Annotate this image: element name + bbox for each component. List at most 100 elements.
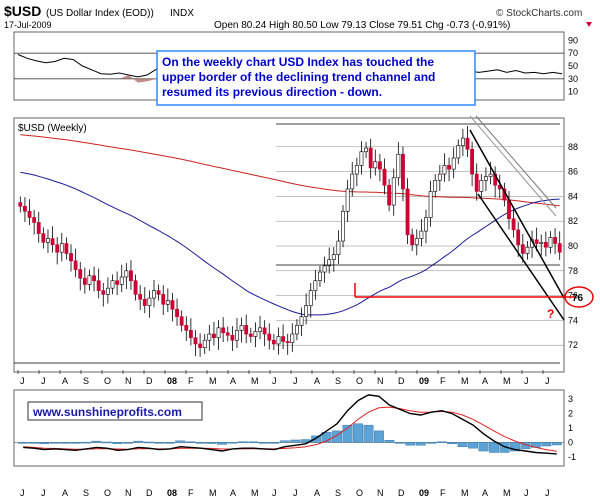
price-candle bbox=[290, 323, 295, 352]
macd-histogram-bar bbox=[39, 442, 50, 445]
macd-histogram-bar bbox=[217, 442, 227, 445]
macd-histogram-bar bbox=[290, 439, 301, 443]
price-candle bbox=[456, 139, 461, 165]
candle-body bbox=[336, 240, 341, 255]
candle-body bbox=[82, 277, 87, 285]
symbol-name: (US Dollar Index (EOD)) bbox=[46, 8, 154, 19]
price-candle bbox=[152, 279, 156, 308]
candle-body bbox=[318, 271, 322, 282]
annotation-line-3: resumed its previous direction - down. bbox=[162, 85, 382, 99]
candle-body bbox=[212, 333, 216, 339]
price-candle bbox=[354, 157, 359, 187]
candle-body bbox=[516, 229, 521, 246]
price-candle bbox=[405, 178, 410, 245]
price-candle bbox=[207, 324, 212, 351]
quote-line: Open 80.24 High 80.50 Low 79.13 Close 79… bbox=[214, 20, 510, 31]
macd-x-label: A bbox=[482, 488, 488, 498]
candle-body bbox=[345, 188, 350, 212]
candle-body bbox=[87, 275, 92, 285]
price-candle bbox=[262, 320, 267, 347]
macd-histogram-bar bbox=[133, 440, 144, 443]
candle-body bbox=[156, 290, 161, 295]
price-candle bbox=[138, 285, 143, 310]
candle-body bbox=[179, 316, 184, 326]
price-candle bbox=[460, 128, 465, 157]
candle-body bbox=[456, 145, 461, 159]
candle-body bbox=[59, 243, 64, 253]
candle-body bbox=[442, 165, 447, 175]
price-candle bbox=[304, 293, 309, 325]
candle-body bbox=[387, 184, 392, 206]
candle-body bbox=[433, 179, 438, 192]
price-x-label: J bbox=[524, 376, 529, 386]
price-candle bbox=[73, 248, 78, 278]
candle-body bbox=[520, 244, 525, 254]
price-candle bbox=[161, 285, 166, 315]
price-candle bbox=[364, 141, 368, 158]
annotation-box bbox=[156, 50, 476, 106]
candle-body bbox=[50, 238, 55, 246]
watermark-text: www.sunshineprofits.com bbox=[32, 405, 182, 419]
price-candle bbox=[419, 218, 424, 247]
price-candle bbox=[387, 179, 392, 212]
copyright-text: © StockCharts.com bbox=[496, 8, 582, 19]
price-candle bbox=[36, 211, 41, 243]
candle-body bbox=[262, 327, 267, 335]
candle-body bbox=[484, 176, 488, 181]
candle-body bbox=[299, 316, 304, 326]
macd-panel bbox=[13, 389, 565, 467]
price-candle bbox=[447, 157, 451, 182]
macd-histogram-bar bbox=[196, 442, 206, 444]
price-candle bbox=[474, 163, 479, 201]
candle-body bbox=[27, 210, 32, 218]
price-candle bbox=[184, 316, 189, 341]
macd-histogram-bar bbox=[81, 441, 91, 444]
candle-body bbox=[253, 331, 258, 337]
price-candle bbox=[55, 237, 60, 265]
macd-histogram-bar bbox=[164, 442, 175, 444]
price-candle bbox=[331, 246, 336, 272]
price-candle bbox=[69, 244, 73, 272]
rsi-tick-label: 70 bbox=[568, 48, 578, 58]
macd-histogram-bar bbox=[60, 442, 70, 444]
macd-histogram-bar bbox=[112, 442, 123, 444]
price-candle bbox=[318, 265, 322, 287]
candle-body bbox=[41, 233, 46, 243]
price-candle bbox=[520, 234, 525, 263]
price-candle bbox=[216, 320, 221, 350]
macd-tick-label: 2 bbox=[568, 409, 573, 419]
target-label: 76 bbox=[572, 293, 584, 304]
macd-x-label: M bbox=[461, 488, 469, 498]
price-candle bbox=[59, 232, 64, 262]
candle-body bbox=[78, 269, 83, 279]
chart-date: 17-Jul-2009 bbox=[4, 20, 52, 30]
candle-body bbox=[396, 153, 401, 179]
price-candle bbox=[299, 307, 304, 337]
macd-histogram-bar bbox=[374, 430, 384, 443]
price-x-label: M bbox=[503, 376, 511, 386]
price-candle bbox=[377, 153, 382, 182]
candle-body bbox=[401, 153, 405, 190]
down-arrow-icon bbox=[586, 22, 592, 27]
macd-x-label: A bbox=[62, 488, 68, 498]
annotation-callout: On the weekly chart USD Index has touche… bbox=[156, 50, 476, 106]
price-candle bbox=[124, 263, 129, 290]
price-candle bbox=[341, 205, 345, 248]
price-candle bbox=[175, 298, 179, 326]
candle-body bbox=[271, 339, 276, 345]
price-candle bbox=[396, 142, 401, 186]
price-candle bbox=[465, 125, 470, 157]
price-candle bbox=[198, 333, 203, 357]
macd-x-label: 08 bbox=[167, 488, 177, 498]
candle-body bbox=[170, 300, 175, 310]
price-candle bbox=[391, 168, 396, 216]
price-candle bbox=[373, 149, 378, 176]
macd-x-label: J bbox=[545, 488, 550, 498]
candle-body bbox=[230, 334, 235, 341]
price-tick-label: 72 bbox=[568, 340, 578, 350]
price-candle bbox=[244, 314, 249, 344]
price-candle bbox=[119, 264, 124, 293]
macd-histogram-bar bbox=[551, 442, 562, 446]
macd-x-label: A bbox=[230, 488, 236, 498]
